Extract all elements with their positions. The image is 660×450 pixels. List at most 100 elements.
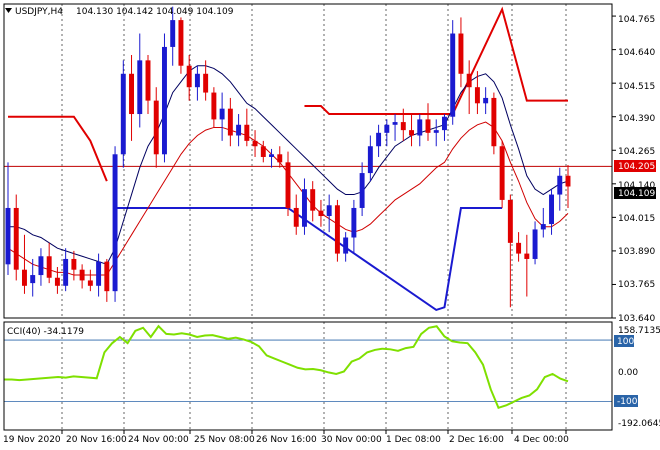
candle-body	[367, 146, 373, 174]
candle-body	[112, 154, 118, 292]
cci-tick: 0.00	[618, 368, 638, 378]
candle-body	[63, 258, 69, 286]
candle-body	[359, 173, 365, 208]
candle-body	[310, 189, 316, 211]
candle-body	[170, 20, 176, 47]
ma-fast-line	[8, 65, 569, 265]
candle-body	[392, 122, 398, 125]
level-price-label: 104.205	[618, 162, 655, 172]
cci-upper-badge	[614, 335, 634, 347]
candle-body	[129, 73, 134, 115]
time-label: 2 Dec 16:00	[449, 435, 504, 445]
cci-upper-label: 100	[617, 337, 634, 347]
current-price-badge	[614, 187, 656, 199]
time-label: 19 Nov 2020	[3, 435, 61, 445]
price-tick: 104.640	[618, 48, 655, 58]
candle-body	[46, 256, 52, 278]
candle-body	[343, 237, 349, 254]
price-tick: 104.015	[618, 214, 655, 224]
time-label: 26 Nov 16:00	[256, 435, 317, 445]
candle-body	[499, 146, 505, 200]
current-price-label: 104.109	[618, 189, 655, 199]
price-tick: 103.890	[618, 247, 655, 257]
candle-body	[450, 33, 456, 117]
candle-body	[442, 116, 447, 131]
candle-body	[71, 258, 77, 270]
cci-title: CCI(40) -34.1179	[7, 327, 84, 337]
price-panel-frame	[3, 3, 613, 319]
candle-body	[507, 199, 513, 243]
candle-body	[326, 205, 332, 217]
candle-body	[532, 229, 538, 259]
time-label: 20 Nov 16:00	[66, 435, 127, 445]
candle-body	[277, 154, 283, 163]
candle-body	[466, 73, 472, 88]
candle-body	[137, 60, 143, 115]
candle-body	[565, 175, 571, 187]
candle-body	[162, 46, 167, 155]
candle-body	[120, 73, 126, 155]
trailing-stop-blue	[115, 206, 503, 312]
candle-body	[5, 207, 11, 265]
time-label: 30 Nov 00:00	[321, 435, 382, 445]
cci-line	[4, 324, 569, 410]
cci-lower-label: -100	[617, 397, 638, 407]
candle-body	[334, 205, 340, 254]
time-label: 4 Dec 00:00	[514, 435, 569, 445]
candle-body	[145, 60, 151, 101]
candle-body	[252, 140, 258, 147]
candle-body	[549, 194, 554, 225]
time-label: 24 Nov 00:00	[128, 435, 189, 445]
candle-body	[491, 97, 497, 147]
candle-body	[458, 33, 464, 74]
candle-body	[13, 207, 19, 270]
candle-body	[417, 119, 423, 136]
candle-body	[483, 97, 489, 104]
price-tick: 104.265	[618, 147, 655, 157]
candle-body	[516, 242, 522, 254]
candle-body	[302, 189, 307, 227]
candle-body	[104, 261, 110, 292]
candle-body	[540, 224, 546, 230]
candle-body	[211, 92, 217, 120]
candle-body	[54, 277, 60, 286]
candle-body	[384, 124, 390, 133]
candle-body	[22, 269, 27, 286]
trailing-stop-red	[8, 115, 108, 182]
time-label: 1 Dec 08:00	[386, 435, 441, 445]
candle-body	[524, 253, 530, 259]
level-price-badge	[614, 160, 656, 172]
price-tick: 104.140	[618, 181, 655, 191]
trailing-stop-red	[304, 6, 568, 116]
candle-body	[186, 65, 192, 88]
candle-body	[557, 175, 563, 195]
candle-body	[409, 130, 414, 136]
candle-body	[425, 119, 431, 133]
price-tick: 104.515	[618, 82, 655, 92]
candle-body	[269, 154, 274, 157]
cci-lower-badge	[614, 395, 638, 407]
price-tick: 104.390	[618, 114, 655, 124]
candle-body	[293, 207, 299, 227]
candle-body	[227, 108, 233, 136]
candle-body	[178, 20, 184, 66]
candle-body	[400, 122, 406, 131]
candle-body	[219, 108, 225, 120]
candle-body	[376, 132, 382, 147]
candle-body	[236, 124, 242, 136]
candle-body	[318, 210, 324, 217]
candle-body	[203, 73, 209, 93]
candle-body	[38, 256, 44, 276]
candle-body	[96, 261, 102, 286]
candle-body	[30, 275, 36, 284]
price-tick: 104.765	[618, 15, 655, 25]
cci-tick: -192.0645	[618, 419, 660, 429]
price-tick: 103.640	[618, 314, 655, 324]
candle-body	[285, 162, 291, 208]
cci-panel-frame	[3, 321, 613, 431]
symbol-label: USDJPY,H4	[15, 7, 63, 17]
chevron-down-icon[interactable]	[5, 8, 12, 13]
ohlc-readout: 104.130 104.142 104.049 104.109	[76, 7, 234, 17]
